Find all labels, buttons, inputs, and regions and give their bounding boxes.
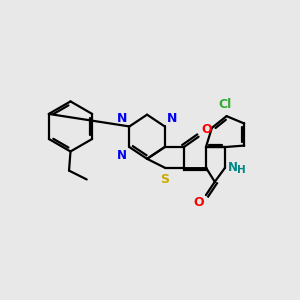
Text: S: S — [160, 173, 169, 186]
Text: O: O — [201, 123, 211, 136]
Text: N: N — [227, 161, 237, 174]
Text: N: N — [117, 112, 127, 125]
Text: Cl: Cl — [218, 98, 232, 111]
Text: N: N — [117, 148, 127, 161]
Text: O: O — [193, 196, 204, 209]
Text: N: N — [167, 112, 178, 125]
Text: H: H — [237, 165, 246, 175]
